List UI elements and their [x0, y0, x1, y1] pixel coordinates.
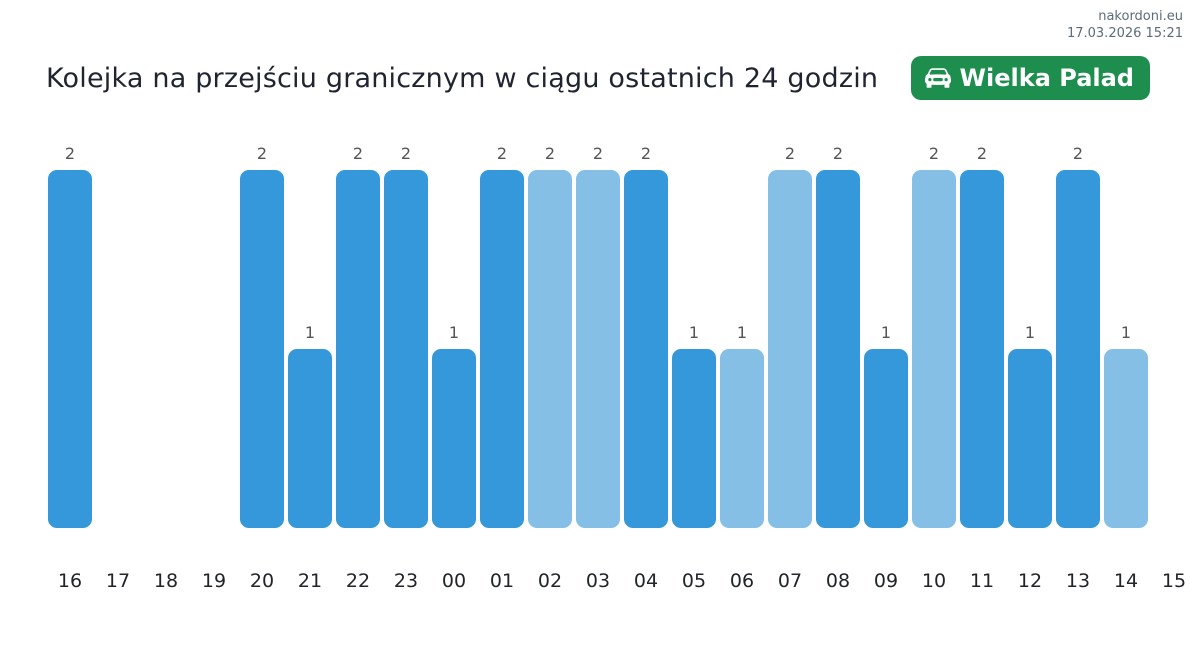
bar-00	[432, 349, 476, 528]
bar-16	[48, 170, 92, 528]
bar-column-02: 2	[526, 144, 574, 528]
bar-02	[528, 170, 572, 528]
bar-column-09: 1	[862, 144, 910, 528]
bar-04	[624, 170, 668, 528]
x-axis-label-14: 14	[1113, 570, 1139, 592]
bar-value-label: 1	[1120, 323, 1132, 342]
bar-column-00: 1	[430, 144, 478, 528]
bar-value-label: 2	[496, 144, 508, 163]
bar-column-04: 2	[622, 144, 670, 528]
bar-03	[576, 170, 620, 528]
bar-column-20: 2	[238, 144, 286, 528]
bar-column-21: 1	[286, 144, 334, 528]
x-axis-label-21: 21	[297, 570, 323, 592]
x-axis-label-11: 11	[969, 570, 995, 592]
x-axis-label-07: 07	[777, 570, 803, 592]
bar-20	[240, 170, 284, 528]
crossing-badge-label: Wielka Palad	[959, 63, 1134, 92]
bar-value-label: 2	[544, 144, 556, 163]
bar-05	[672, 349, 716, 528]
bar-column-19	[190, 144, 238, 528]
bar-column-12: 1	[1006, 144, 1054, 528]
bar-value-label: 2	[352, 144, 364, 163]
bar-column-06: 1	[718, 144, 766, 528]
bar-22	[336, 170, 380, 528]
bar-09	[864, 349, 908, 528]
bar-value-label: 2	[976, 144, 988, 163]
x-axis-label-05: 05	[681, 570, 707, 592]
x-axis-label-00: 00	[441, 570, 467, 592]
bar-value-label: 2	[256, 144, 268, 163]
bar-value-label: 2	[832, 144, 844, 163]
bar-14	[1104, 349, 1148, 528]
bar-13	[1056, 170, 1100, 528]
timestamp: 17.03.2026 15:21	[1066, 26, 1183, 41]
x-axis-label-13: 13	[1065, 570, 1091, 592]
bar-value-label: 2	[640, 144, 652, 163]
x-axis-label-04: 04	[633, 570, 659, 592]
site-meta: nakordoni.eu 17.03.2026 15:21	[1067, 8, 1183, 42]
x-axis-label-20: 20	[249, 570, 275, 592]
bar-value-label: 2	[784, 144, 796, 163]
x-axis-label-16: 16	[57, 570, 83, 592]
bar-column-13: 2	[1054, 144, 1102, 528]
bar-value-label: 2	[1072, 144, 1084, 163]
bar-column-01: 2	[478, 144, 526, 528]
bar-column-16: 2	[46, 144, 94, 528]
x-axis-label-02: 02	[537, 570, 563, 592]
bar-column-11: 2	[958, 144, 1006, 528]
x-axis-label-15: 15	[1161, 570, 1187, 592]
bar-column-05: 1	[670, 144, 718, 528]
x-axis-label-23: 23	[393, 570, 419, 592]
bar-01	[480, 170, 524, 528]
x-axis-label-12: 12	[1017, 570, 1043, 592]
bar-value-label: 1	[736, 323, 748, 342]
bar-value-label: 2	[400, 144, 412, 163]
bar-column-22: 2	[334, 144, 382, 528]
site-name[interactable]: nakordoni.eu	[1098, 9, 1183, 24]
bar-value-label: 1	[880, 323, 892, 342]
x-axis-label-22: 22	[345, 570, 371, 592]
bar-value-label: 2	[64, 144, 76, 163]
x-axis-label-03: 03	[585, 570, 611, 592]
bar-23	[384, 170, 428, 528]
bar-08	[816, 170, 860, 528]
title-row: Kolejka na przejściu granicznym w ciągu …	[0, 0, 1200, 102]
bar-value-label: 2	[928, 144, 940, 163]
bar-column-14: 1	[1102, 144, 1150, 528]
bar-column-03: 2	[574, 144, 622, 528]
bar-column-10: 2	[910, 144, 958, 528]
bar-value-label: 1	[448, 323, 460, 342]
bar-value-label: 1	[1024, 323, 1036, 342]
bar-column-23: 2	[382, 144, 430, 528]
x-axis-label-10: 10	[921, 570, 947, 592]
page-title: Kolejka na przejściu granicznym w ciągu …	[46, 62, 879, 94]
bar-11	[960, 170, 1004, 528]
bar-chart: 2 2 1 2 2 1 2 2 2 2 1 1 2 2 1 2 2 1 2 1	[46, 144, 1198, 528]
bar-07	[768, 170, 812, 528]
x-axis-label-17: 17	[105, 570, 131, 592]
bar-column-18	[142, 144, 190, 528]
x-axis-label-08: 08	[825, 570, 851, 592]
bar-value-label: 2	[592, 144, 604, 163]
x-axis: 16 17 18 19 20 21 22 23 00 01 02 03 04 05 06 07 08 09 10 11…	[46, 570, 1198, 592]
bar-06	[720, 349, 764, 528]
x-axis-label-09: 09	[873, 570, 899, 592]
x-axis-label-01: 01	[489, 570, 515, 592]
bar-column-15	[1150, 144, 1198, 528]
bar-column-08: 2	[814, 144, 862, 528]
x-axis-label-06: 06	[729, 570, 755, 592]
car-front-icon	[924, 65, 951, 91]
bar-10	[912, 170, 956, 528]
x-axis-label-19: 19	[201, 570, 227, 592]
bar-value-label: 1	[688, 323, 700, 342]
bar-21	[288, 349, 332, 528]
x-axis-label-18: 18	[153, 570, 179, 592]
bar-column-07: 2	[766, 144, 814, 528]
bar-12	[1008, 349, 1052, 528]
crossing-badge[interactable]: Wielka Palad	[910, 56, 1150, 100]
bar-column-17	[94, 144, 142, 528]
bar-value-label: 1	[304, 323, 316, 342]
